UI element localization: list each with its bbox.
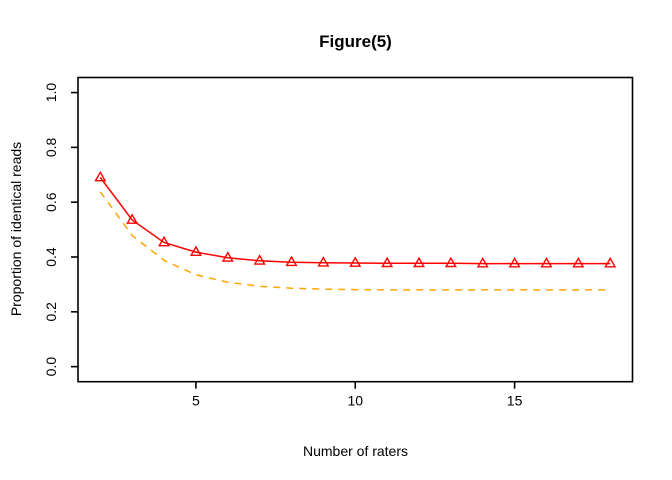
y-axis-tick-label: 0.2 <box>43 302 59 322</box>
y-axis-tick-label: 0.8 <box>43 137 59 157</box>
triangle-marker <box>317 256 330 267</box>
triangle-marker <box>572 256 585 268</box>
triangle-marker <box>126 213 139 224</box>
triangle-marker <box>94 170 107 182</box>
x-axis-tick-label: 5 <box>192 393 200 409</box>
x-axis-tick-label: 15 <box>507 393 523 409</box>
triangle-marker <box>221 251 234 262</box>
triangle-marker <box>444 256 457 268</box>
chart-title: Figure(5) <box>319 32 392 51</box>
triangle-marker <box>158 235 171 247</box>
y-axis-tick-label: 0.6 <box>43 192 59 212</box>
triangle-marker <box>285 255 298 267</box>
triangle-marker <box>381 256 394 268</box>
solid-triangle-series-line <box>99 177 611 265</box>
dashed-series-line <box>99 191 611 291</box>
plot-box <box>77 76 634 383</box>
x-axis-label: Number of raters <box>302 443 409 459</box>
triangle-marker <box>540 256 553 268</box>
triangle-marker <box>476 256 489 268</box>
x-axis-tick-label: 10 <box>347 393 363 409</box>
triangle-marker <box>253 254 266 265</box>
triangle-marker <box>349 256 362 267</box>
y-axis-tick-label: 1.0 <box>43 83 59 103</box>
y-axis-tick-label: 0.4 <box>43 247 59 267</box>
triangle-marker <box>508 256 521 268</box>
triangle-marker <box>189 245 202 256</box>
y-axis-label: Proportion of identical reads <box>8 141 24 317</box>
triangle-marker <box>412 256 425 268</box>
y-axis-tick-label: 0.0 <box>43 357 59 377</box>
triangle-marker <box>604 256 617 268</box>
